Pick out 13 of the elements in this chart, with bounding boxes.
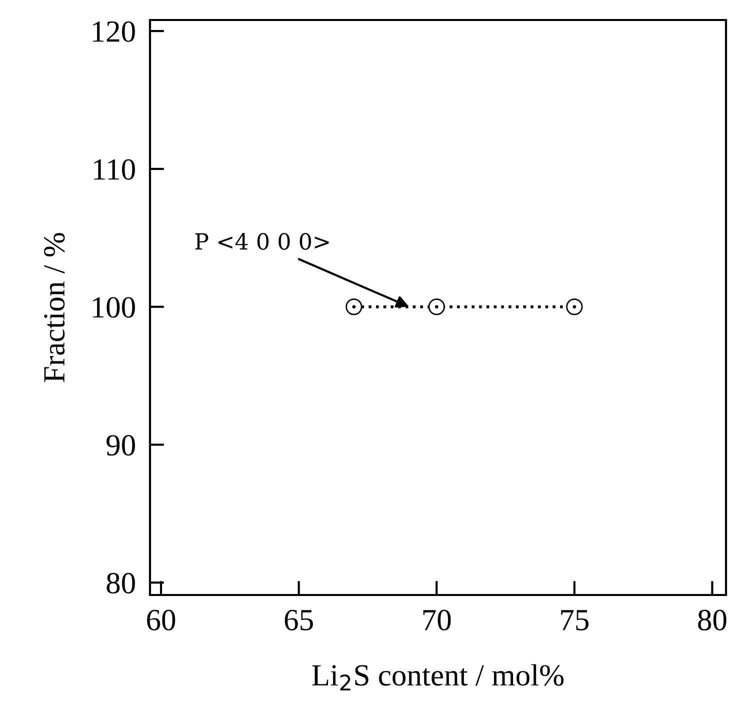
y-tick-label: 90 [106,434,135,456]
x-axis-title: Li$_{2}$S content / mol% [312,664,564,690]
y-tick-label: 80 [106,572,135,594]
y-axis-title: Fraction / % [44,233,65,382]
y-tick-label: 110 [94,159,135,180]
annotation: P <4 0 0 0> [195,233,329,250]
x-tick-label: 60 [147,610,176,630]
x-tick-label: 80 [698,610,726,630]
y-tick-label: 120 [92,21,135,42]
x-tick-label: 75 [561,610,589,630]
x-tick-label: 70 [423,610,451,630]
y-tick-label: 100 [92,297,135,318]
x-tick-label: 65 [284,610,313,630]
